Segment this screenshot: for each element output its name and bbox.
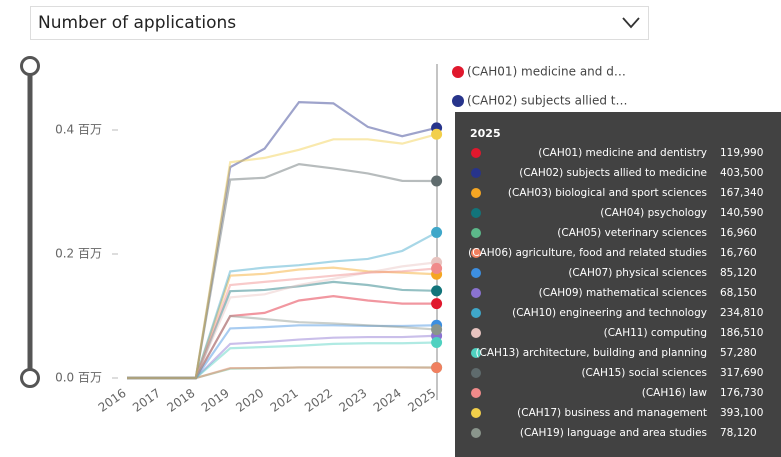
tooltip-box bbox=[455, 112, 781, 457]
x-tick-label: 2021 bbox=[268, 386, 301, 415]
hover-marker bbox=[431, 175, 443, 187]
slider-handle[interactable] bbox=[20, 368, 40, 388]
tooltip-value: 16,960 bbox=[720, 227, 757, 239]
tooltip-name: (CAH07) physical sciences bbox=[568, 267, 707, 279]
tooltip-value: 68,150 bbox=[720, 287, 757, 299]
tooltip-dot bbox=[471, 328, 481, 338]
tooltip-name: (CAH06) agriculture, food and related st… bbox=[468, 247, 707, 259]
y-tick-label: 0.2 百万 bbox=[55, 247, 102, 261]
hover-marker bbox=[431, 226, 443, 238]
y-tick-label: 0.4 百万 bbox=[55, 123, 102, 137]
dropdown-label: Number of applications bbox=[38, 13, 236, 33]
hover-marker bbox=[431, 285, 443, 297]
series-line bbox=[127, 100, 437, 380]
hover-marker bbox=[431, 298, 443, 310]
series-line bbox=[127, 267, 437, 380]
tooltip-name: (CAH09) mathematical sciences bbox=[539, 287, 707, 299]
tooltip-name: (CAH01) medicine and dentistry bbox=[538, 147, 707, 159]
legend-dot bbox=[452, 66, 464, 78]
legend-dot bbox=[452, 95, 464, 107]
hover-marker bbox=[431, 262, 443, 274]
tooltip-name: (CAH15) social sciences bbox=[581, 367, 707, 379]
x-tick-label: 2025 bbox=[405, 386, 438, 415]
series-line bbox=[127, 334, 437, 380]
series-line bbox=[127, 266, 437, 380]
hover-marker bbox=[431, 324, 443, 336]
tooltip-name: (CAH05) veterinary sciences bbox=[557, 227, 707, 239]
x-tick-label: 2017 bbox=[130, 386, 163, 415]
x-tick-label: 2018 bbox=[164, 386, 197, 415]
legend-label: (CAH02) subjects allied t… bbox=[467, 94, 628, 108]
x-tick-label: 2016 bbox=[96, 386, 129, 415]
tooltip-value: 234,810 bbox=[720, 307, 763, 319]
x-tick-label: 2020 bbox=[233, 386, 266, 415]
tooltip-dot bbox=[471, 408, 481, 418]
tooltip-dot bbox=[471, 148, 481, 158]
tooltip-value: 57,280 bbox=[720, 347, 757, 359]
tooltip-name: (CAH03) biological and sport sciences bbox=[508, 187, 707, 199]
x-tick-label: 2022 bbox=[302, 386, 335, 415]
tooltip-name: (CAH04) psychology bbox=[600, 207, 707, 219]
tooltip-dot bbox=[471, 268, 481, 278]
tooltip-dot bbox=[471, 368, 481, 378]
tooltip-value: 186,510 bbox=[720, 327, 763, 339]
series-line bbox=[127, 261, 437, 380]
tooltip-value: 167,340 bbox=[720, 187, 763, 199]
tooltip-name: (CAH11) computing bbox=[604, 327, 707, 339]
tooltip-value: 16,760 bbox=[720, 247, 757, 259]
series-line bbox=[127, 341, 437, 380]
series-line bbox=[127, 314, 437, 380]
tooltip-name: (CAH16) law bbox=[642, 387, 708, 399]
tooltip-value: 176,730 bbox=[720, 387, 763, 399]
tooltip-value: 317,690 bbox=[720, 367, 763, 379]
tooltip-dot bbox=[471, 168, 481, 178]
hover-marker bbox=[431, 362, 443, 374]
tooltip-dot bbox=[471, 388, 481, 398]
tooltip-name: (CAH10) engineering and technology bbox=[512, 307, 707, 319]
tooltip-value: 78,120 bbox=[720, 427, 757, 439]
tooltip-dot bbox=[471, 248, 481, 258]
slider-handle[interactable] bbox=[20, 56, 40, 76]
x-tick-label: 2023 bbox=[336, 386, 369, 415]
tooltip-value: 85,120 bbox=[720, 267, 757, 279]
series-line bbox=[127, 366, 437, 380]
tooltip-dot bbox=[471, 188, 481, 198]
series-line bbox=[127, 366, 437, 380]
x-tick-label: 2019 bbox=[199, 386, 232, 415]
dropdown[interactable] bbox=[30, 6, 649, 40]
series-line bbox=[127, 162, 437, 380]
tooltip-dot bbox=[471, 228, 481, 238]
tooltip-value: 403,500 bbox=[720, 167, 763, 179]
legend-label: (CAH01) medicine and d… bbox=[467, 65, 626, 79]
tooltip-name: (CAH19) language and area studies bbox=[520, 427, 707, 439]
tooltip-name: (CAH17) business and management bbox=[517, 407, 707, 419]
series-line bbox=[127, 231, 438, 380]
tooltip-name: (CAH13) architecture, building and plann… bbox=[475, 347, 707, 359]
tooltip-name: (CAH02) subjects allied to medicine bbox=[519, 167, 707, 179]
series-line bbox=[127, 133, 437, 380]
series-line bbox=[127, 280, 437, 380]
hover-marker bbox=[431, 128, 443, 140]
tooltip-dot bbox=[471, 208, 481, 218]
tooltip-title: 2025 bbox=[470, 127, 501, 140]
tooltip-dot bbox=[471, 308, 481, 318]
series-line bbox=[127, 324, 437, 380]
tooltip-dot bbox=[471, 428, 481, 438]
tooltip-dot bbox=[471, 288, 481, 298]
tooltip-dot bbox=[471, 348, 481, 358]
tooltip: 2025 (CAH01) medicine and dentistry 119,99… bbox=[455, 112, 781, 457]
x-tick-label: 2024 bbox=[371, 386, 404, 415]
tooltip-value: 393,100 bbox=[720, 407, 763, 419]
dropdown-chevron[interactable] bbox=[622, 17, 640, 29]
series-line bbox=[127, 295, 437, 380]
tooltip-value: 140,590 bbox=[720, 207, 763, 219]
y-tick-label: 0.0 百万 bbox=[55, 371, 102, 385]
hover-marker bbox=[431, 336, 443, 348]
tooltip-value: 119,990 bbox=[720, 147, 763, 159]
